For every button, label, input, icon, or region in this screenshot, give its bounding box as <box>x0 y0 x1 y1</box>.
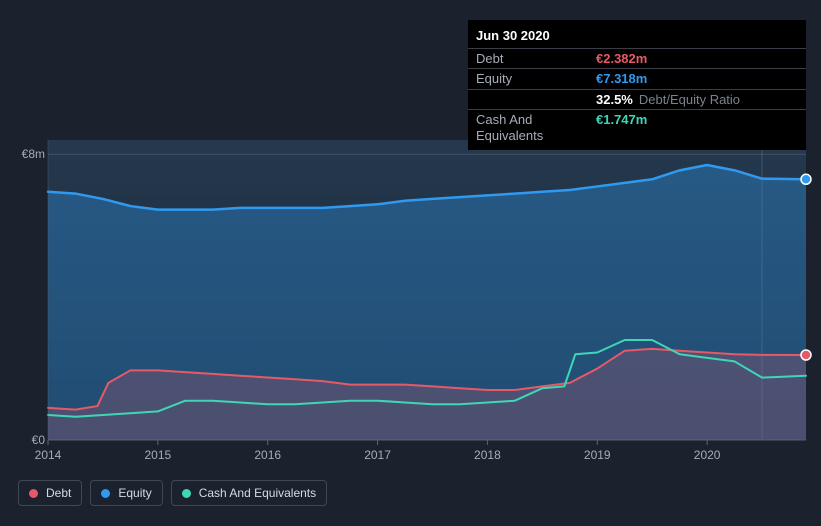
tooltip-row: Debt€2.382m <box>468 48 806 69</box>
x-tick-label: 2020 <box>694 448 721 462</box>
legend-item[interactable]: Cash And Equivalents <box>171 480 327 506</box>
x-tick-label: 2018 <box>474 448 501 462</box>
x-tick-label: 2015 <box>144 448 171 462</box>
legend-label: Debt <box>46 486 71 500</box>
tooltip-value: €2.382m <box>596 51 647 67</box>
tooltip-label: Cash And Equivalents <box>476 112 596 143</box>
legend-label: Equity <box>118 486 151 500</box>
chart-legend: Debt Equity Cash And Equivalents <box>18 480 327 506</box>
tooltip-date: Jun 30 2020 <box>468 24 806 48</box>
tooltip-value: 32.5%Debt/Equity Ratio <box>596 92 740 108</box>
tooltip-value: €1.747m <box>596 112 647 143</box>
x-tick-label: 2017 <box>364 448 391 462</box>
legend-dot-icon <box>182 489 191 498</box>
balance-chart: Jun 30 2020 Debt€2.382mEquity€7.318m32.5… <box>0 0 821 526</box>
legend-item[interactable]: Debt <box>18 480 82 506</box>
y-tick-label: €8m <box>22 147 45 161</box>
legend-label: Cash And Equivalents <box>199 486 316 500</box>
tooltip-value: €7.318m <box>596 71 647 87</box>
y-tick-label: €0 <box>32 433 45 447</box>
x-tick-label: 2014 <box>35 448 62 462</box>
x-tick-label: 2016 <box>254 448 281 462</box>
legend-dot-icon <box>101 489 110 498</box>
tooltip-row: Cash And Equivalents€1.747m <box>468 109 806 145</box>
tooltip-row: 32.5%Debt/Equity Ratio <box>468 89 806 110</box>
tooltip-row: Equity€7.318m <box>468 68 806 89</box>
legend-item[interactable]: Equity <box>90 480 162 506</box>
tooltip-label: Debt <box>476 51 596 67</box>
x-tick-label: 2019 <box>584 448 611 462</box>
tooltip-label <box>476 92 596 108</box>
chart-tooltip: Jun 30 2020 Debt€2.382mEquity€7.318m32.5… <box>468 20 806 150</box>
legend-dot-icon <box>29 489 38 498</box>
tooltip-suffix: Debt/Equity Ratio <box>639 92 740 107</box>
tooltip-label: Equity <box>476 71 596 87</box>
